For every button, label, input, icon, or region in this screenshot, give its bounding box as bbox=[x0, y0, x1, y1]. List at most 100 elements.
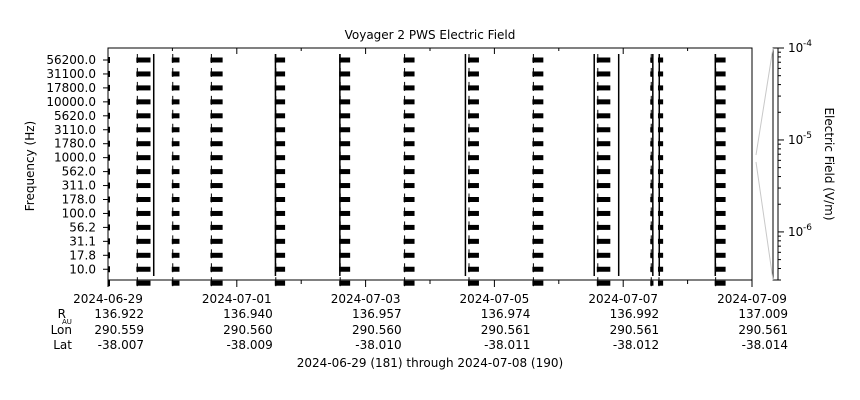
x-tick-label: 2024-07-07 bbox=[588, 292, 658, 306]
data-segment bbox=[171, 141, 180, 147]
data-segment bbox=[210, 197, 223, 202]
data-segment bbox=[403, 280, 415, 286]
colorbar-tick-exponent: -4 bbox=[803, 39, 812, 49]
data-segment bbox=[339, 169, 351, 175]
data-segment bbox=[274, 280, 286, 286]
data-segment bbox=[657, 169, 664, 175]
data-segment bbox=[532, 57, 544, 63]
data-segment bbox=[714, 238, 726, 244]
data-segment bbox=[274, 238, 286, 244]
lon-label: Lon bbox=[51, 323, 72, 337]
data-segment bbox=[714, 113, 726, 119]
ephemeris-value: -38.009 bbox=[226, 338, 272, 352]
data-segment bbox=[657, 113, 664, 119]
data-segment bbox=[136, 99, 151, 105]
data-segment bbox=[532, 113, 544, 119]
data-segment bbox=[467, 197, 479, 202]
data-segment bbox=[532, 238, 544, 244]
data-segment bbox=[532, 280, 544, 286]
edge-marker bbox=[108, 154, 110, 161]
data-segment bbox=[136, 183, 151, 189]
data-segment bbox=[171, 280, 180, 286]
data-segment bbox=[650, 127, 654, 133]
data-segment bbox=[210, 85, 223, 91]
data-segment bbox=[210, 266, 223, 272]
ephemeris-value: -38.011 bbox=[484, 338, 530, 352]
data-segment bbox=[136, 71, 151, 77]
data-segment bbox=[714, 280, 726, 286]
data-segment bbox=[171, 99, 180, 105]
data-segment bbox=[596, 183, 611, 189]
colorbar-tick-label: 10 bbox=[788, 133, 803, 147]
data-segment bbox=[714, 141, 726, 147]
data-segment bbox=[403, 113, 415, 119]
data-segment bbox=[650, 113, 654, 119]
data-segment bbox=[136, 210, 151, 216]
data-segment bbox=[532, 85, 544, 91]
data-segment bbox=[650, 238, 654, 244]
data-segment bbox=[650, 155, 654, 161]
data-segment bbox=[171, 266, 180, 272]
data-segment bbox=[532, 210, 544, 216]
data-segment bbox=[210, 238, 223, 244]
data-segment bbox=[403, 183, 415, 189]
data-segment bbox=[403, 99, 415, 105]
data-segment bbox=[136, 141, 151, 147]
edge-marker bbox=[108, 84, 110, 91]
data-segment bbox=[339, 113, 351, 119]
data-segment bbox=[136, 252, 151, 258]
data-segment bbox=[171, 238, 180, 244]
data-segment bbox=[339, 57, 351, 63]
data-segment bbox=[136, 238, 151, 244]
data-segment bbox=[467, 252, 479, 258]
data-segment bbox=[339, 71, 351, 77]
ephemeris-value: 290.560 bbox=[352, 323, 402, 337]
data-segment bbox=[210, 127, 223, 133]
y-tick-label: 10.0 bbox=[69, 262, 96, 276]
r-label: R bbox=[58, 307, 66, 321]
y-tick-label: 562.0 bbox=[62, 165, 96, 179]
data-segment bbox=[467, 99, 479, 105]
data-segment bbox=[171, 224, 180, 230]
data-segment bbox=[136, 127, 151, 133]
data-segment bbox=[339, 183, 351, 189]
data-segment bbox=[596, 238, 611, 244]
data-segment bbox=[210, 57, 223, 63]
ephemeris-value: 290.561 bbox=[738, 323, 788, 337]
edge-marker bbox=[108, 140, 110, 147]
data-segment bbox=[467, 113, 479, 119]
data-segment bbox=[136, 266, 151, 272]
data-segment bbox=[714, 71, 726, 77]
data-segment bbox=[403, 57, 415, 63]
data-segment bbox=[596, 280, 611, 286]
plot-frame bbox=[107, 47, 753, 281]
data-segment bbox=[714, 224, 726, 230]
ephemeris-value: 290.561 bbox=[610, 323, 660, 337]
data-segment bbox=[657, 127, 664, 133]
data-segment bbox=[714, 210, 726, 216]
data-segment bbox=[403, 197, 415, 202]
edge-marker bbox=[108, 196, 110, 203]
y-axis-label: Frequency (Hz) bbox=[23, 121, 37, 212]
ephemeris-value: 137.009 bbox=[738, 307, 788, 321]
data-segment bbox=[650, 280, 654, 286]
y-tick-label: 178.0 bbox=[62, 193, 96, 207]
data-segment bbox=[339, 99, 351, 105]
edge-marker bbox=[108, 182, 110, 189]
data-segment bbox=[532, 99, 544, 105]
data-segment bbox=[339, 266, 351, 272]
data-segment bbox=[274, 266, 286, 272]
x-tick-label: 2024-07-05 bbox=[460, 292, 530, 306]
data-segment bbox=[171, 85, 180, 91]
edge-marker bbox=[108, 98, 110, 105]
data-segment bbox=[467, 183, 479, 189]
data-segment bbox=[467, 266, 479, 272]
data-segment bbox=[714, 85, 726, 91]
data-segment bbox=[274, 127, 286, 133]
data-segment bbox=[657, 57, 664, 63]
colorbar-tick-exponent: -6 bbox=[803, 223, 812, 233]
data-segment bbox=[650, 57, 654, 63]
colorbar-tick-exponent: -5 bbox=[803, 131, 812, 141]
data-segment bbox=[532, 141, 544, 147]
